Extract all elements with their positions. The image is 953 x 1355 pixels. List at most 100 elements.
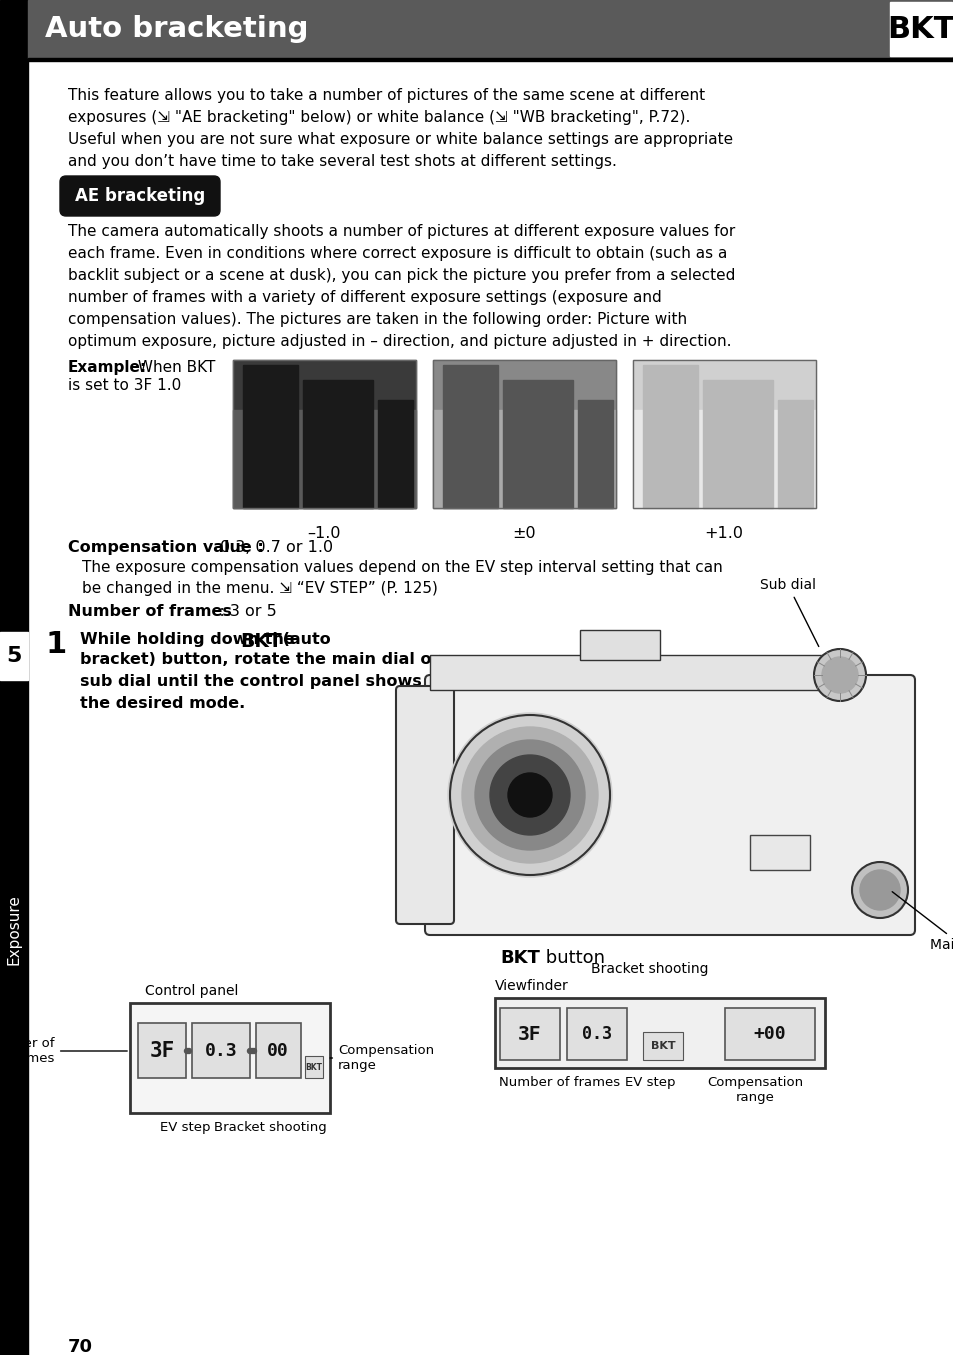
Bar — [305, 1056, 323, 1079]
Text: Number of frames: Number of frames — [68, 604, 232, 619]
Text: BKT: BKT — [499, 948, 539, 967]
Text: BKT: BKT — [240, 631, 281, 650]
Bar — [233, 411, 416, 508]
Text: 5: 5 — [7, 646, 22, 667]
Bar — [566, 1008, 626, 1060]
Circle shape — [448, 713, 612, 877]
Circle shape — [859, 870, 899, 911]
Circle shape — [813, 649, 865, 701]
Text: Example:: Example: — [68, 360, 147, 375]
Bar — [889, 1, 951, 56]
FancyBboxPatch shape — [424, 675, 914, 935]
Text: 3F: 3F — [150, 1041, 174, 1061]
Text: Control panel: Control panel — [145, 984, 238, 999]
Text: –1.0: –1.0 — [307, 526, 340, 541]
Text: 1: 1 — [46, 630, 67, 659]
Bar — [433, 360, 616, 508]
Text: +1.0: +1.0 — [703, 526, 742, 541]
Bar — [0, 631, 28, 680]
Text: Exposure: Exposure — [7, 894, 22, 965]
Text: sub dial until the control panel shows: sub dial until the control panel shows — [80, 673, 421, 688]
Circle shape — [821, 657, 857, 692]
Text: 0.3: 0.3 — [581, 1024, 612, 1043]
Bar — [499, 1008, 559, 1060]
FancyBboxPatch shape — [395, 686, 454, 924]
Circle shape — [475, 740, 584, 850]
Bar — [377, 400, 413, 508]
Bar — [430, 654, 840, 690]
Text: optimum exposure, picture adjusted in – direction, and picture adjusted in + dir: optimum exposure, picture adjusted in – … — [68, 333, 731, 350]
Bar — [778, 400, 812, 508]
Text: bracket) button, rotate the main dial or: bracket) button, rotate the main dial or — [80, 652, 439, 667]
Bar — [0, 0, 28, 1355]
Bar — [233, 360, 416, 508]
FancyBboxPatch shape — [60, 176, 220, 215]
Text: backlit subject or a scene at dusk), you can pick the picture you prefer from a : backlit subject or a scene at dusk), you… — [68, 268, 735, 283]
Bar — [578, 400, 613, 508]
Text: Bracket shooting: Bracket shooting — [213, 1121, 326, 1134]
Text: Compensation
range: Compensation range — [330, 1043, 434, 1072]
Text: Main dial: Main dial — [891, 892, 953, 953]
Circle shape — [252, 1049, 256, 1053]
Bar — [138, 1023, 186, 1079]
Text: the desired mode.: the desired mode. — [80, 696, 245, 711]
Bar — [633, 411, 815, 508]
Bar — [702, 379, 772, 508]
Circle shape — [461, 728, 598, 863]
Text: Compensation value :: Compensation value : — [68, 541, 263, 556]
Circle shape — [851, 862, 907, 917]
Text: be changed in the menu. ⇲ “EV STEP” (P. 125): be changed in the menu. ⇲ “EV STEP” (P. … — [82, 581, 437, 596]
Text: This feature allows you to take a number of pictures of the same scene at differ: This feature allows you to take a number… — [68, 88, 704, 103]
Text: button: button — [539, 948, 604, 967]
Text: The exposure compensation values depend on the EV step interval setting that can: The exposure compensation values depend … — [82, 560, 722, 575]
Text: Auto bracketing: Auto bracketing — [45, 15, 308, 43]
Bar — [28, 0, 953, 58]
Bar — [642, 364, 698, 508]
Text: The camera automatically shoots a number of pictures at different exposure value: The camera automatically shoots a number… — [68, 224, 735, 238]
Bar — [433, 360, 616, 508]
Bar — [502, 379, 573, 508]
Circle shape — [184, 1049, 190, 1053]
Text: 0.3: 0.3 — [205, 1042, 237, 1060]
Circle shape — [490, 755, 569, 835]
Bar — [243, 364, 297, 508]
Text: : 3 or 5: : 3 or 5 — [204, 604, 276, 619]
Text: is set to 3F 1.0: is set to 3F 1.0 — [68, 378, 181, 393]
Text: AE bracketing: AE bracketing — [74, 187, 205, 205]
Bar — [433, 411, 616, 508]
Bar — [633, 360, 815, 508]
Bar — [28, 58, 953, 61]
Text: EV step: EV step — [159, 1121, 210, 1134]
Circle shape — [186, 1049, 192, 1053]
Text: number of frames with a variety of different exposure settings (exposure and: number of frames with a variety of diffe… — [68, 290, 661, 305]
Text: 70: 70 — [68, 1337, 92, 1355]
Text: While holding down the: While holding down the — [80, 631, 300, 646]
Text: (auto: (auto — [276, 631, 331, 646]
Text: +00: +00 — [753, 1024, 785, 1043]
Text: Number of frames: Number of frames — [499, 1076, 619, 1089]
Bar — [303, 379, 373, 508]
Text: Number of
frames: Number of frames — [0, 1037, 127, 1065]
Text: BKT: BKT — [305, 1062, 322, 1072]
Bar — [442, 364, 497, 508]
Bar — [724, 1008, 814, 1060]
Text: exposures (⇲ "AE bracketing" below) or white balance (⇲ "WB bracketing", P.72).: exposures (⇲ "AE bracketing" below) or w… — [68, 110, 690, 125]
Text: Useful when you are not sure what exposure or white balance settings are appropr: Useful when you are not sure what exposu… — [68, 131, 732, 146]
Bar — [749, 835, 809, 870]
Bar — [633, 360, 815, 508]
Text: 3F: 3F — [517, 1024, 541, 1043]
Text: compensation values). The pictures are taken in the following order: Picture wit: compensation values). The pictures are t… — [68, 312, 686, 327]
Text: Sub dial: Sub dial — [760, 579, 818, 646]
Bar — [233, 360, 416, 508]
Bar — [192, 1023, 250, 1079]
Text: BKT: BKT — [886, 15, 953, 43]
Text: 0.3, 0.7 or 1.0: 0.3, 0.7 or 1.0 — [220, 541, 333, 556]
Text: Viewfinder: Viewfinder — [495, 980, 568, 993]
Bar — [579, 630, 659, 660]
Text: When BKT: When BKT — [132, 360, 215, 375]
Text: and you don’t have time to take several test shots at different settings.: and you don’t have time to take several … — [68, 154, 617, 169]
Text: BKT: BKT — [650, 1041, 675, 1051]
Text: each frame. Even in conditions where correct exposure is difficult to obtain (su: each frame. Even in conditions where cor… — [68, 247, 726, 262]
Circle shape — [507, 772, 552, 817]
Text: EV step: EV step — [624, 1076, 675, 1089]
